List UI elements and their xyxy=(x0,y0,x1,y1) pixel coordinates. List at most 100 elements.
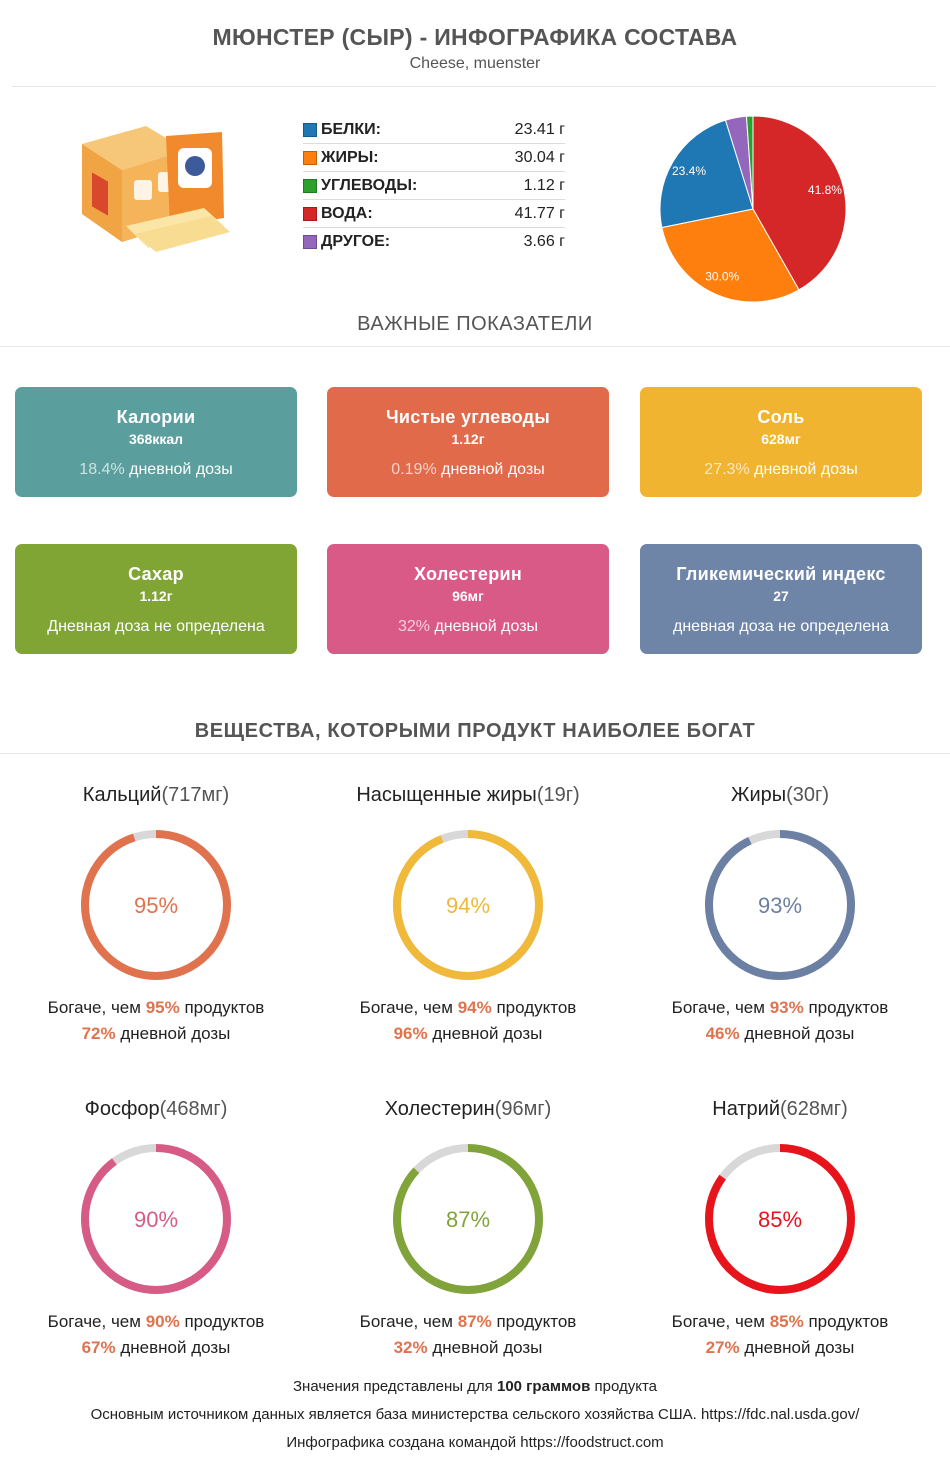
page-title: МЮНСТЕР (СЫР) - ИНФОГРАФИКА СОСТАВА xyxy=(212,24,738,50)
composition-value: 30.04 г xyxy=(514,148,565,166)
card-value: 27 xyxy=(773,588,789,604)
card-cholesterol: Холестерин 96мг 32% дневной дозы xyxy=(327,544,609,654)
pie-slice-0 xyxy=(659,119,754,229)
nutrient-ring: 93% xyxy=(705,830,855,980)
composition-value: 3.66 г xyxy=(523,233,565,250)
nutrient-title: Фосфор(468мг) xyxy=(84,1098,228,1120)
page-subtitle: Cheese, muenster xyxy=(409,55,541,72)
card-daily: 27.3% дневной дозы xyxy=(704,461,858,478)
card-daily: Дневная доза не определена xyxy=(47,618,265,635)
nutrient-sodium: Натрий(628мг) 85% Богаче, чем 85% продук… xyxy=(630,1098,930,1358)
nutrient-phosphorus: Фосфор(468мг) 90% Богаче, чем 90% продук… xyxy=(6,1098,306,1358)
cheese-product-image xyxy=(82,126,230,252)
ring-percent: 95% xyxy=(134,893,178,918)
nutrient-title: Холестерин(96мг) xyxy=(384,1098,552,1120)
card-value: 1.12г xyxy=(139,588,173,604)
composition-row-water: ВОДА: 41.77 г xyxy=(303,200,565,228)
card-daily: 18.4% дневной дозы xyxy=(79,461,233,478)
nutrient-title: Натрий(628мг) xyxy=(712,1098,848,1120)
nutrient-cholesterol: Холестерин(96мг) 87% Богаче, чем 87% про… xyxy=(318,1098,618,1358)
composition-table: БЕЛКИ: 23.41 г ЖИРЫ: 30.04 г УГЛЕВОДЫ: 1… xyxy=(303,116,565,256)
header: МЮНСТЕР (СЫР) - ИНФОГРАФИКА СОСТАВА Chee… xyxy=(0,24,950,73)
ring-percent: 93% xyxy=(758,893,802,918)
card-value: 628мг xyxy=(761,431,801,447)
footer-serving-note: Значения представлены для 100 граммов пр… xyxy=(292,1378,657,1395)
pie-slice-3 xyxy=(752,115,847,291)
richer-than: Богаче, чем 87% продуктов xyxy=(359,1312,577,1331)
card-name: Гликемический индекс xyxy=(676,564,886,584)
card-name: Холестерин xyxy=(413,564,523,584)
composition-name: ЖИРЫ: xyxy=(321,148,379,166)
richer-than: Богаче, чем 95% продуктов xyxy=(47,998,265,1017)
card-net-carbs: Чистые углеводы 1.12г 0.19% дневной дозы xyxy=(327,387,609,497)
ring-percent: 94% xyxy=(446,893,490,918)
card-value: 368ккал xyxy=(128,431,184,447)
nutrient-ring: 90% xyxy=(81,1144,231,1294)
ring-percent: 85% xyxy=(758,1207,802,1232)
card-glycemic-index: Гликемический индекс 27 дневная доза не … xyxy=(640,544,922,654)
composition-name: ДРУГОЕ: xyxy=(321,233,391,250)
card-calories: Калории 368ккал 18.4% дневной дозы xyxy=(15,387,297,497)
divider xyxy=(12,86,936,87)
ring-arc xyxy=(393,1144,543,1294)
composition-name: БЕЛКИ: xyxy=(321,120,381,138)
card-daily: дневная доза не определена xyxy=(672,618,889,635)
daily-dose: 27% дневной дозы xyxy=(705,1338,855,1357)
footer-credit: Инфографика создана командой https://foo… xyxy=(286,1434,664,1451)
ring-arc xyxy=(705,830,855,980)
footer-source: Основным источником данных является база… xyxy=(90,1406,860,1423)
nutrient-ring: 85% xyxy=(705,1144,855,1294)
richer-than: Богаче, чем 90% продуктов xyxy=(47,1312,265,1331)
card-name: Сахар xyxy=(128,564,184,584)
card-salt: Соль 628мг 27.3% дневной дозы xyxy=(640,387,922,497)
daily-dose: 46% дневной дозы xyxy=(705,1024,855,1043)
richer-than: Богаче, чем 94% продуктов xyxy=(359,998,577,1017)
composition-value: 1.12 г xyxy=(523,176,565,194)
section-title-richest: ВЕЩЕСТВА, КОТОРЫМИ ПРОДУКТ НАИБОЛЕЕ БОГА… xyxy=(194,720,756,742)
pie-label-protein: 23.4% xyxy=(672,164,706,178)
ring-percent: 87% xyxy=(446,1207,490,1232)
card-daily: 0.19% дневной дозы xyxy=(391,461,545,478)
composition-value: 23.41 г xyxy=(514,120,565,138)
composition-name: УГЛЕВОДЫ: xyxy=(321,176,418,194)
card-name: Соль xyxy=(757,407,805,427)
pie-slice-1 xyxy=(661,208,800,303)
daily-dose: 67% дневной дозы xyxy=(81,1338,231,1357)
pie-slice-2 xyxy=(745,115,754,210)
ring-arc xyxy=(393,830,543,980)
ring-arc xyxy=(81,830,231,980)
composition-row-carbs: УГЛЕВОДЫ: 1.12 г xyxy=(303,172,565,200)
nutrient-title: Кальций(717мг) xyxy=(82,784,230,806)
ring-arc xyxy=(705,1144,855,1294)
composition-row-protein: БЕЛКИ: 23.41 г xyxy=(303,116,565,144)
fat-swatch xyxy=(303,150,317,165)
carbs-swatch xyxy=(303,178,317,193)
ring-percent: 90% xyxy=(134,1207,178,1232)
nutrient-ring: 87% xyxy=(393,1144,543,1294)
daily-dose: 96% дневной дозы xyxy=(393,1024,543,1043)
pie-label-fat: 30.0% xyxy=(705,270,739,284)
richer-than: Богаче, чем 85% продуктов xyxy=(671,1312,889,1331)
daily-dose: 32% дневной дозы xyxy=(393,1338,543,1357)
composition-value: 41.77 г xyxy=(514,204,565,222)
nutrient-ring: 94% xyxy=(393,830,543,980)
richer-than: Богаче, чем 93% продуктов xyxy=(671,998,889,1017)
other-swatch xyxy=(303,235,317,249)
pie-label-water: 41.8% xyxy=(808,183,842,197)
card-daily: 32% дневной дозы xyxy=(397,618,539,635)
nutrient-fat: Жиры(30г) 93% Богаче, чем 93% продуктов … xyxy=(630,784,930,1044)
composition-row-fat: ЖИРЫ: 30.04 г xyxy=(303,144,565,172)
card-value: 1.12г xyxy=(451,431,485,447)
composition-row-other: ДРУГОЕ: 3.66 г xyxy=(303,228,565,256)
card-name: Чистые углеводы xyxy=(385,407,551,427)
protein-swatch xyxy=(303,122,317,137)
nutrient-ring: 95% xyxy=(81,830,231,980)
section-title-key-indicators: ВАЖНЫЕ ПОКАЗАТЕЛИ xyxy=(357,313,593,335)
composition-name: ВОДА: xyxy=(321,204,373,222)
card-value: 96мг xyxy=(452,588,484,604)
nutrient-calcium: Кальций(717мг) 95% Богаче, чем 95% проду… xyxy=(6,784,306,1044)
nutrient-saturated-fat: Насыщенные жиры(19г) 94% Богаче, чем 94%… xyxy=(318,784,618,1044)
divider xyxy=(0,753,950,754)
water-swatch xyxy=(303,206,317,221)
composition-pie-chart: 41.8% 30.0% 23.4% xyxy=(659,115,847,303)
